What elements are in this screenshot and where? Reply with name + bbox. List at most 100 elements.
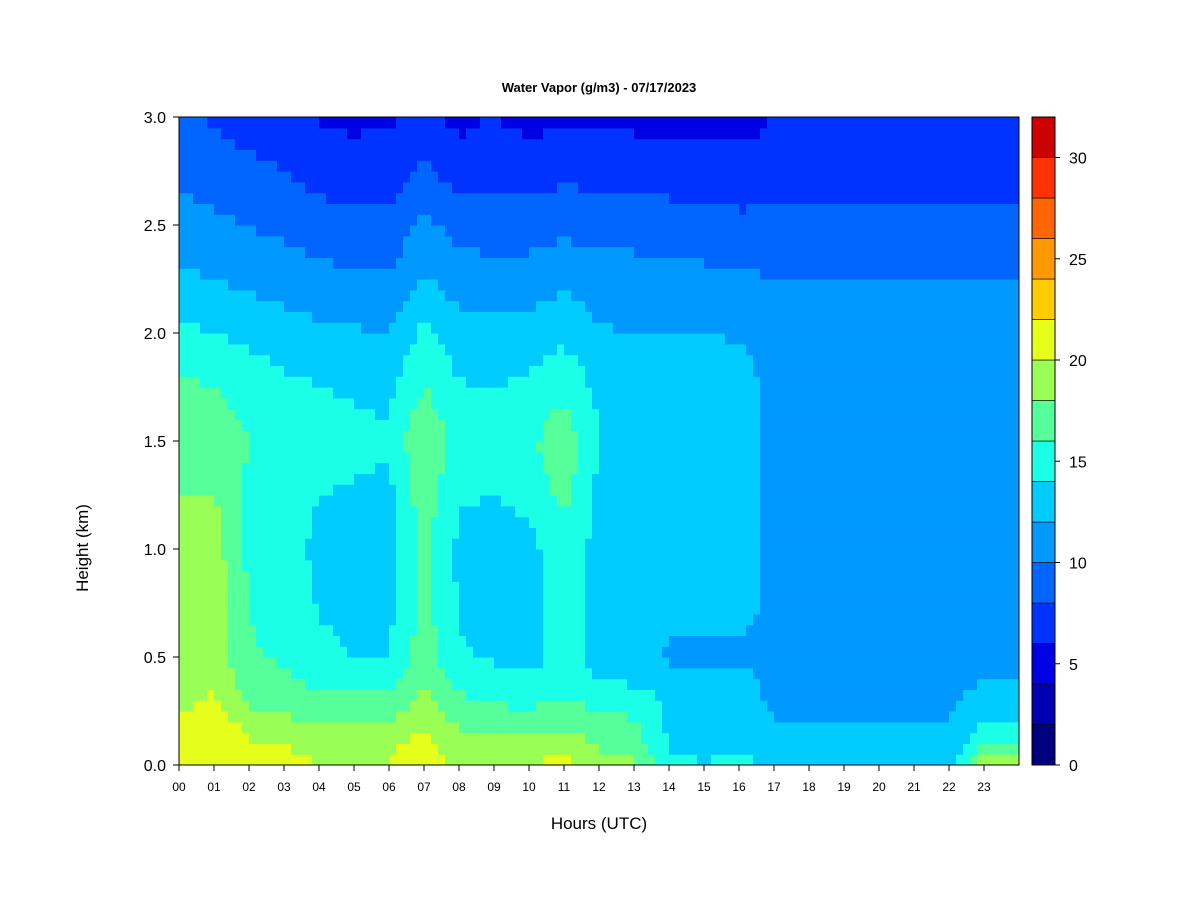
heatmap-cell xyxy=(571,592,579,604)
heatmap-cell xyxy=(249,192,257,204)
heatmap-cell xyxy=(403,376,411,388)
heatmap-cell xyxy=(200,257,208,269)
heatmap-cell xyxy=(284,505,292,518)
heatmap-cell xyxy=(753,570,761,582)
heatmap-cell xyxy=(473,538,481,550)
heatmap-cell xyxy=(592,613,600,626)
heatmap-cell xyxy=(494,214,502,226)
heatmap-cell xyxy=(382,160,390,172)
heatmap-cell xyxy=(193,721,201,734)
heatmap-cell xyxy=(284,678,292,690)
heatmap-cell xyxy=(207,527,215,539)
heatmap-cell xyxy=(438,473,446,485)
heatmap-cell xyxy=(270,527,278,539)
heatmap-cell xyxy=(438,743,446,755)
heatmap-cell xyxy=(704,343,712,356)
heatmap-cell xyxy=(312,495,320,507)
heatmap-cell xyxy=(746,289,754,302)
heatmap-cell xyxy=(340,117,348,129)
heatmap-cell xyxy=(361,225,369,237)
heatmap-cell xyxy=(606,592,614,604)
heatmap-cell xyxy=(543,160,551,172)
heatmap-cell xyxy=(480,387,488,399)
heatmap-cell xyxy=(515,592,523,604)
heatmap-cell xyxy=(473,732,481,744)
heatmap-cell xyxy=(732,181,740,194)
heatmap-cell xyxy=(550,441,558,453)
heatmap-cell xyxy=(648,322,656,334)
heatmap-cell xyxy=(291,732,299,744)
heatmap-cell xyxy=(648,127,656,140)
heatmap-cell xyxy=(214,624,222,636)
heatmap-cell xyxy=(620,138,628,150)
heatmap-cell xyxy=(599,235,607,248)
heatmap-cell xyxy=(361,613,369,626)
heatmap-cell xyxy=(319,505,327,518)
heatmap-cell xyxy=(641,635,649,647)
heatmap-cell xyxy=(200,527,208,539)
heatmap-cell xyxy=(235,711,243,723)
heatmap-cell xyxy=(277,473,285,485)
heatmap-cell xyxy=(480,419,488,431)
heatmap-cell xyxy=(641,592,649,604)
heatmap-cell xyxy=(697,343,705,356)
heatmap-cell xyxy=(361,473,369,485)
heatmap-cell xyxy=(249,451,257,464)
heatmap-cell xyxy=(634,667,642,680)
heatmap-cell xyxy=(557,711,565,723)
heatmap-cell xyxy=(263,300,271,312)
heatmap-cell xyxy=(214,408,222,420)
heatmap-cell xyxy=(242,613,250,626)
heatmap-cell xyxy=(613,279,621,291)
heatmap-cell xyxy=(403,322,411,334)
heatmap-cell xyxy=(263,743,271,755)
heatmap-cell xyxy=(347,721,355,734)
heatmap-cell xyxy=(459,559,467,572)
heatmap-cell xyxy=(333,117,341,129)
heatmap-cell xyxy=(557,225,565,237)
heatmap-cell xyxy=(410,473,418,485)
heatmap-cell xyxy=(179,538,187,550)
heatmap-cell xyxy=(550,495,558,507)
heatmap-cell xyxy=(620,343,628,356)
heatmap-cell xyxy=(564,646,572,658)
heatmap-cell xyxy=(354,700,362,712)
heatmap-cell xyxy=(753,743,761,755)
heatmap-cell xyxy=(326,700,334,712)
heatmap-cell xyxy=(214,570,222,582)
heatmap-cell xyxy=(634,127,642,140)
heatmap-cell xyxy=(753,549,761,561)
heatmap-cell xyxy=(550,592,558,604)
heatmap-cell xyxy=(326,570,334,582)
heatmap-cell xyxy=(529,203,537,215)
heatmap-cell xyxy=(333,311,341,323)
heatmap-cell xyxy=(319,538,327,550)
heatmap-cell xyxy=(648,397,656,410)
heatmap-cell xyxy=(235,160,243,172)
heatmap-cell xyxy=(186,408,194,420)
heatmap-cell xyxy=(221,117,229,129)
heatmap-cell xyxy=(207,711,215,723)
heatmap-cell xyxy=(249,279,257,291)
heatmap-cell xyxy=(599,581,607,593)
heatmap-cell xyxy=(396,495,404,507)
heatmap-cell xyxy=(179,160,187,172)
heatmap-cell xyxy=(291,484,299,496)
heatmap-cell xyxy=(368,441,376,453)
heatmap-cell xyxy=(529,235,537,248)
heatmap-cell xyxy=(571,343,579,356)
heatmap-cell xyxy=(319,149,327,161)
heatmap-cell xyxy=(480,235,488,248)
heatmap-cell xyxy=(487,689,495,701)
heatmap-cell xyxy=(249,667,257,680)
heatmap-cell xyxy=(403,732,411,744)
heatmap-cell xyxy=(718,711,726,723)
heatmap-cell xyxy=(312,721,320,734)
heatmap-cell xyxy=(340,667,348,680)
heatmap-cell xyxy=(599,678,607,690)
heatmap-cell xyxy=(319,495,327,507)
heatmap-cell xyxy=(375,721,383,734)
heatmap-cell xyxy=(557,376,565,388)
heatmap-cell xyxy=(634,246,642,258)
heatmap-cell xyxy=(298,419,306,431)
